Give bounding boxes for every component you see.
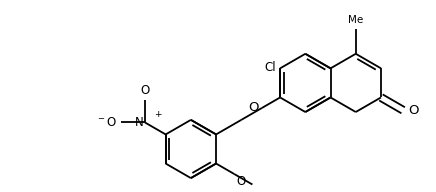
Text: +: + (154, 110, 161, 119)
Text: O: O (140, 84, 150, 97)
Text: Me: Me (348, 15, 363, 25)
Text: O: O (236, 175, 245, 188)
Text: O: O (408, 104, 419, 117)
Text: $^-$O: $^-$O (96, 116, 117, 129)
Text: Cl: Cl (265, 61, 276, 74)
Text: N: N (135, 116, 144, 129)
Text: O: O (249, 101, 259, 114)
